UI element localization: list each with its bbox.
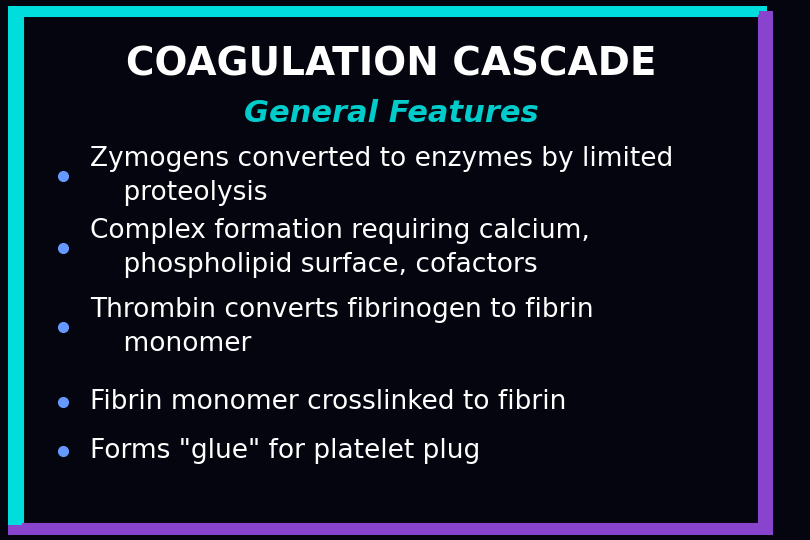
Bar [8,11,22,535]
Text: Complex formation requiring calcium,
    phospholipid surface, cofactors: Complex formation requiring calcium, pho… [90,218,590,279]
Bar [8,525,766,535]
Text: Zymogens converted to enzymes by limited
    proteolysis: Zymogens converted to enzymes by limited… [90,145,673,206]
Text: General Features: General Features [244,99,539,128]
Bar [8,6,766,16]
Text: Thrombin converts fibrinogen to fibrin
    monomer: Thrombin converts fibrinogen to fibrin m… [90,296,594,357]
Bar [759,11,773,535]
Text: Forms "glue" for platelet plug: Forms "glue" for platelet plug [90,438,480,464]
Text: COAGULATION CASCADE: COAGULATION CASCADE [126,46,656,84]
Text: Fibrin monomer crosslinked to fibrin: Fibrin monomer crosslinked to fibrin [90,389,566,415]
